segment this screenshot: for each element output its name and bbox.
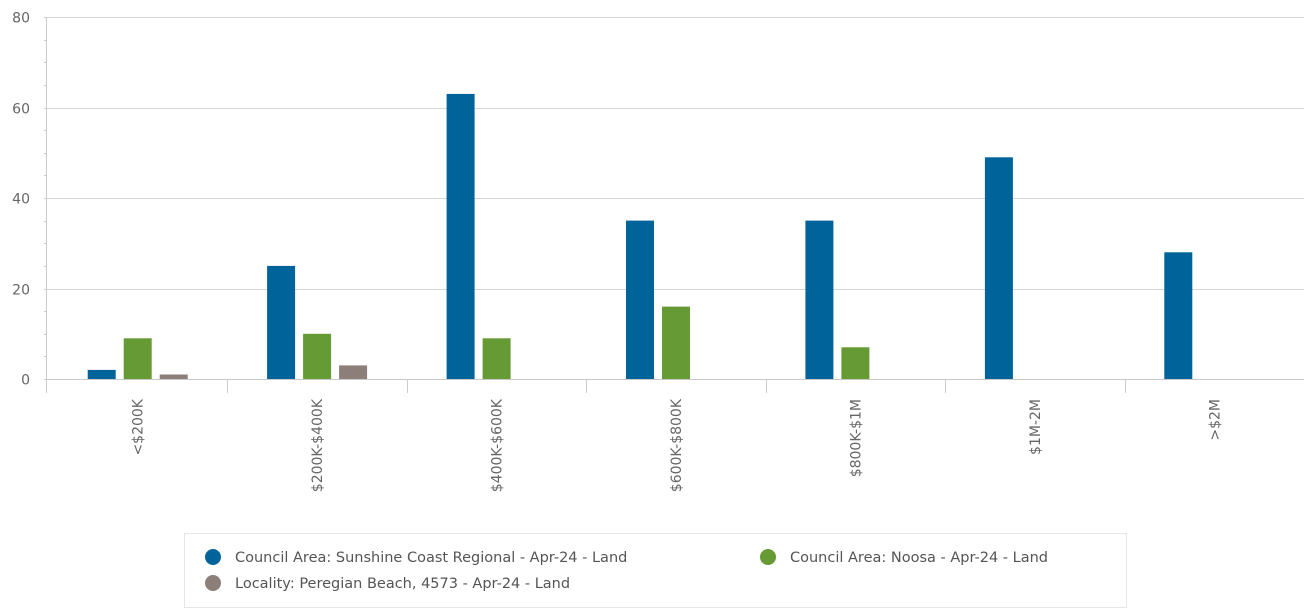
legend-item-1[interactable]: Council Area: Sunshine Coast Regional - … <box>205 549 627 566</box>
bar-2-1 <box>123 338 152 379</box>
x-tick-label: $400K-$600K <box>490 398 506 492</box>
legend-label: Council Area: Sunshine Coast Regional - … <box>235 550 627 566</box>
y-tick-label: 80 <box>12 11 30 27</box>
bar-1-3 <box>446 93 475 380</box>
y-tick-label: 0 <box>21 373 30 389</box>
legend: Council Area: Sunshine Coast Regional - … <box>184 533 1127 608</box>
grid-lines <box>46 17 1304 290</box>
y-tick-label: 60 <box>12 102 30 118</box>
legend-item-3[interactable]: Locality: Peregian Beach, 4573 - Apr-24 … <box>205 575 570 592</box>
bar-2-4 <box>662 306 690 379</box>
bar-1-7 <box>1164 252 1193 379</box>
bar-1-2 <box>267 265 296 379</box>
x-tick-label: $1M-2M <box>1028 399 1044 455</box>
bar-1-1 <box>87 369 116 379</box>
legend-label: Council Area: Noosa - Apr-24 - Land <box>790 550 1048 566</box>
x-tick-label: >$2M <box>1207 399 1223 441</box>
x-tick-label: <$200K <box>131 398 147 455</box>
bar-3-2 <box>339 365 368 379</box>
legend-marker <box>760 549 776 565</box>
bars <box>87 93 1193 380</box>
bar-1-4 <box>626 220 654 379</box>
y-tick-label: 20 <box>12 283 30 299</box>
bar-1-6 <box>984 157 1013 379</box>
bar-2-3 <box>482 338 511 379</box>
legend-marker <box>205 575 221 591</box>
bar-2-5 <box>841 347 870 379</box>
x-tick-label: $200K-$400K <box>310 398 326 492</box>
y-tick-label: 40 <box>12 192 30 208</box>
legend-box <box>184 533 1127 608</box>
legend-label: Locality: Peregian Beach, 4573 - Apr-24 … <box>235 576 570 592</box>
x-tick-label: $600K-$800K <box>669 398 685 492</box>
legend-marker <box>205 549 221 565</box>
legend-item-2[interactable]: Council Area: Noosa - Apr-24 - Land <box>760 549 1048 566</box>
bar-3-1 <box>159 374 188 379</box>
bar-2-2 <box>303 333 332 380</box>
axes: 0 20 40 60 80 <$200K $200K-$400K $400K-$600K $60… <box>12 11 1304 492</box>
x-tick-label: $800K-$1M <box>848 399 864 477</box>
bar-1-5 <box>805 220 834 379</box>
